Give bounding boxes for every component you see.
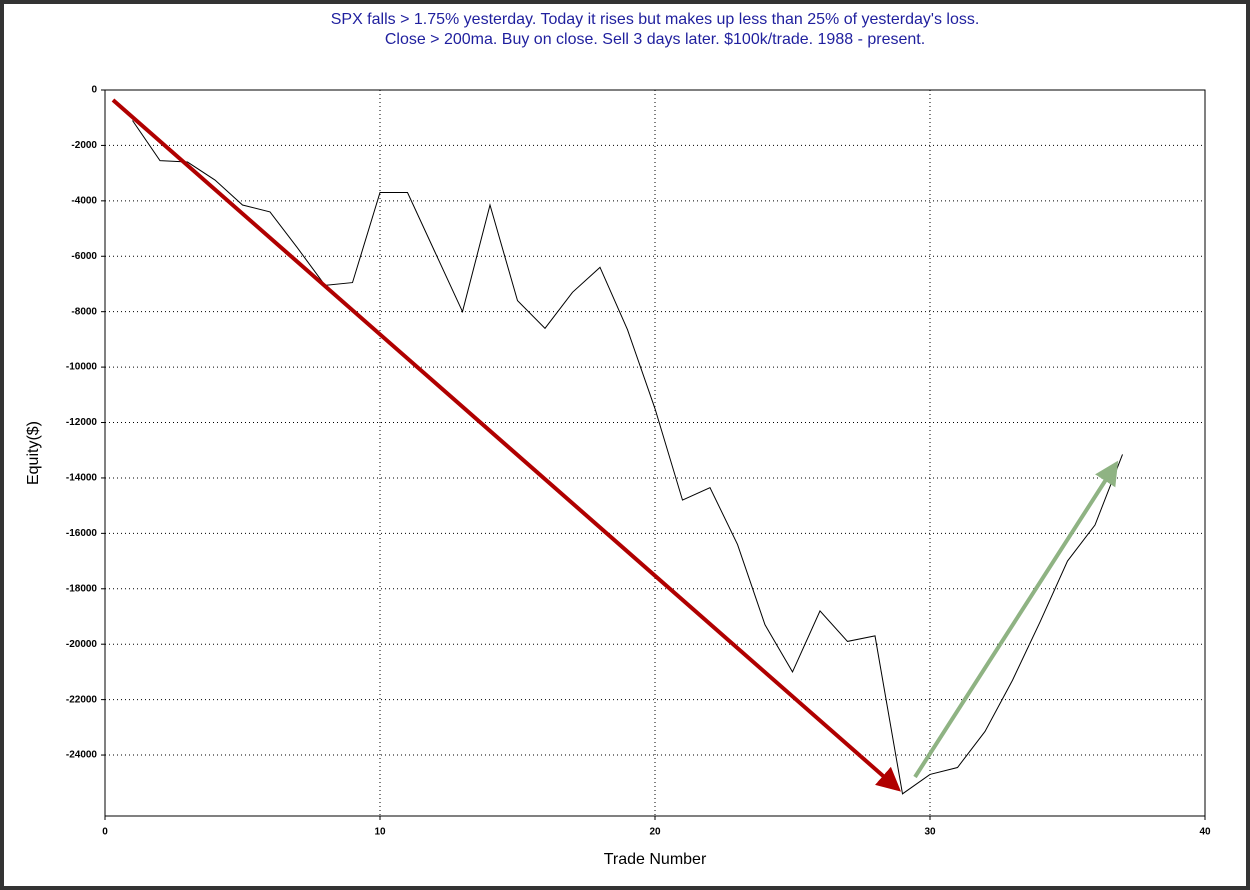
y-tick-label: -8000 [71, 306, 97, 317]
y-tick-label: -18000 [66, 583, 98, 594]
up-arrow [913, 460, 1119, 779]
y-axis-label: Equity($) [25, 421, 42, 485]
down-arrow [111, 98, 902, 792]
equity-line [132, 120, 1123, 795]
y-tick-label: -22000 [66, 694, 98, 705]
y-tick-label: -12000 [66, 417, 98, 428]
y-tick-label: -20000 [66, 639, 98, 650]
marks [132, 120, 1123, 795]
y-tick-label: -6000 [71, 251, 97, 262]
x-tick-label: 40 [1199, 827, 1211, 838]
y-tick-label: 0 [91, 85, 97, 96]
grid [101, 89, 1206, 820]
y-tick-label: -14000 [66, 473, 98, 484]
x-tick-label: 10 [374, 827, 386, 838]
plot-frame [104, 89, 1206, 817]
y-tick-label: -4000 [71, 195, 97, 206]
y-tick-label: -24000 [66, 750, 98, 761]
chart-title: SPX falls > 1.75% yesterday. Today it ri… [331, 11, 980, 28]
x-tick-label: 30 [924, 827, 936, 838]
y-tick-label: -10000 [66, 362, 98, 373]
x-tick-label: 20 [649, 827, 661, 838]
chart-title: Close > 200ma. Buy on close. Sell 3 days… [385, 31, 925, 48]
x-axis-label: Trade Number [604, 851, 707, 868]
y-tick-label: -2000 [71, 140, 97, 151]
y-tick-label: -16000 [66, 528, 98, 539]
x-tick-label: 0 [102, 827, 108, 838]
